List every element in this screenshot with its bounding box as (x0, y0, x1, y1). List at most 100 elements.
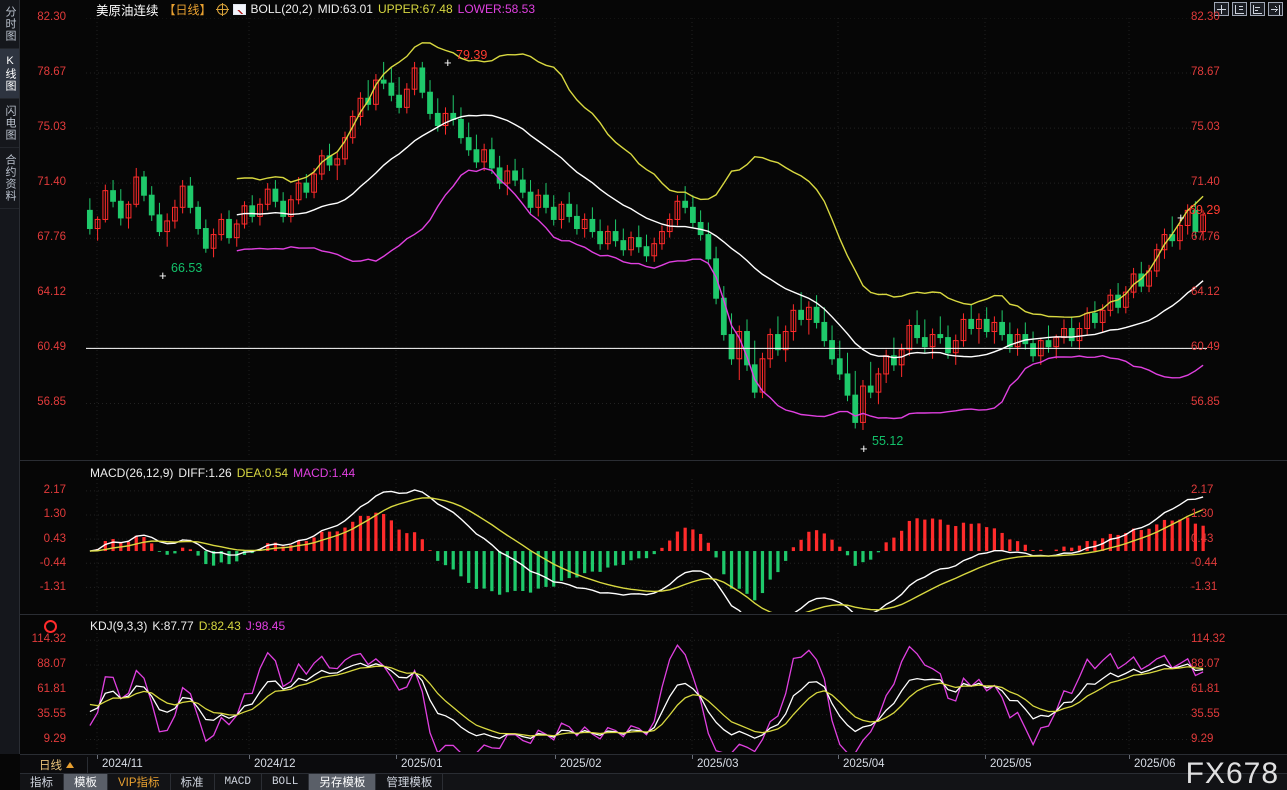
price-annotation: 79.39 (456, 48, 488, 62)
time-axis-label: 2025/06 (1134, 758, 1176, 770)
chart-indicator-icon[interactable] (232, 3, 246, 15)
macd-macd-value: MACD:1.44 (293, 466, 356, 480)
macd-diff-value: DIFF:1.26 (178, 466, 232, 480)
toolbar-button-BOLL[interactable]: BOLL (262, 774, 310, 790)
axis-tick-label: 75.03 (1191, 121, 1220, 134)
axis-tick-label: 9.29 (1191, 733, 1214, 746)
boll-mid-value: MID:63.01 (317, 2, 373, 16)
price-annotation: 66.53 (171, 261, 203, 275)
axis-tick-label: 1.30 (1191, 508, 1214, 521)
toolbar-button-另存模板[interactable]: 另存模板 (309, 774, 377, 790)
macd-dea-value: DEA:0.54 (236, 466, 289, 480)
align-left-icon[interactable] (1232, 2, 1247, 16)
time-axis-tick (249, 755, 250, 759)
toolbar-button-模板[interactable]: 模板 (64, 774, 108, 790)
time-axis-label: 2025/02 (560, 758, 602, 770)
kdj-plot-area[interactable] (86, 633, 1207, 752)
kdj-panel-header: KDJ(9,3,3) K:87.77 D:82.43 J:98.45 (90, 618, 285, 634)
sidebar-item-timeshare[interactable]: 分时图 (0, 0, 19, 49)
sun-settings-icon[interactable] (44, 620, 57, 633)
marker-cross-icon: + (159, 268, 167, 283)
kdj-j-value: J:98.45 (245, 619, 286, 633)
sidebar-item-contract-info[interactable]: 合约资料 (0, 148, 19, 209)
kdj-panel[interactable]: KDJ(9,3,3) K:87.77 D:82.43 J:98.45 114.3… (20, 614, 1287, 754)
boll-upper-value: UPPER:67.48 (377, 2, 453, 16)
axis-tick-label: 82.30 (1191, 11, 1220, 23)
axis-tick-label: -0.44 (39, 556, 66, 569)
toolbar-button-MACD[interactable]: MACD (215, 774, 262, 790)
axis-tick-label: 1.30 (43, 508, 66, 521)
rail-item-label: 合约资料 (4, 154, 16, 202)
left-view-rail[interactable]: 分时图 K线图闪电图合约资料 (0, 0, 20, 754)
axis-tick-label: 114.32 (1191, 633, 1226, 646)
fit-crosshair-icon[interactable] (1214, 2, 1229, 16)
toolbar-button-管理模板[interactable]: 管理模板 (376, 774, 444, 790)
kdj-title: KDJ(9,3,3) (90, 619, 148, 633)
time-axis-tick (838, 755, 839, 759)
marker-cross-icon: + (1177, 210, 1185, 225)
kdj-d-value: D:82.43 (198, 619, 241, 633)
axis-tick-label: 64.12 (37, 286, 66, 299)
time-axis-label: 2025/01 (401, 758, 443, 770)
axis-tick-label: 67.76 (37, 231, 66, 244)
price-panel[interactable]: 美原油连续 【日线】 BOLL(20,2) MID:63.01 UPPER:67… (20, 0, 1287, 460)
axis-tick-label: 71.40 (1191, 176, 1220, 189)
rail-item-label: 闪电图 (4, 105, 16, 141)
axis-tick-label: -1.31 (39, 581, 66, 594)
sidebar-item-kline[interactable]: K线图 (0, 49, 19, 99)
time-axis[interactable]: 日线 2024/11 2024/12 2025/01 2025/02 2025/03 20… (20, 754, 1287, 774)
watermark: FX678 (1185, 757, 1279, 790)
kdj-k-value: K:87.77 (152, 619, 194, 633)
price-annotation: 55.12 (872, 434, 904, 448)
time-axis-tick (97, 755, 98, 759)
toolbar-button-指标[interactable]: 指标 (20, 774, 64, 790)
time-axis-tick (692, 755, 693, 759)
toolbar-button-标准[interactable]: 标准 (171, 774, 215, 790)
axis-tick-label: 114.32 (31, 633, 66, 646)
time-axis-label: 2025/05 (990, 758, 1032, 770)
axis-tick-label: 9.29 (43, 733, 66, 746)
axis-tick-label: 61.81 (1191, 683, 1220, 696)
macd-plot-area[interactable] (86, 479, 1207, 612)
axis-tick-label: 78.67 (1191, 65, 1220, 78)
axis-tick-label: 56.85 (1191, 396, 1220, 409)
axis-tick-label: 64.12 (1191, 286, 1220, 299)
bottom-toolbar[interactable]: 指标 模板 VIP指标 标准 MACD BOLL 另存模板 管理模板 (20, 774, 1287, 790)
axis-tick-label: 35.55 (37, 708, 66, 721)
time-axis-tick (985, 755, 986, 759)
boll-lower-value: LOWER:58.53 (457, 2, 536, 16)
macd-panel[interactable]: MACD(26,12,9) DIFF:1.26 DEA:0.54 MACD:1.… (20, 460, 1287, 614)
axis-tick-label: 88.07 (1191, 658, 1220, 671)
macd-title: MACD(26,12,9) (90, 466, 174, 480)
axis-tick-label: 75.03 (37, 121, 66, 134)
time-axis-tick (555, 755, 556, 759)
price-plot-area[interactable] (86, 18, 1207, 458)
period-selector-label: 日线 (39, 760, 62, 772)
align-right-icon[interactable] (1250, 2, 1265, 16)
axis-tick-label: 88.07 (37, 658, 66, 671)
period-selector-button[interactable]: 日线 (26, 757, 88, 773)
axis-tick-label: 56.85 (37, 396, 66, 409)
pane-tool-buttons[interactable] (1214, 2, 1283, 16)
axis-tick-label: 0.43 (43, 532, 66, 545)
price-annotation: 69.29 (1189, 203, 1221, 217)
rail-item-label: 分时图 (4, 6, 16, 42)
crosshair-circle-icon[interactable] (215, 2, 229, 16)
axis-tick-label: 78.67 (37, 65, 66, 78)
exit-pane-icon[interactable] (1268, 2, 1283, 16)
symbol-title: 美原油连续 (96, 3, 159, 18)
toolbar-button-VIP指标[interactable]: VIP指标 (108, 774, 171, 790)
axis-tick-label: -1.31 (1191, 581, 1218, 594)
axis-tick-label: 35.55 (1191, 708, 1220, 721)
axis-tick-label: 67.76 (1191, 231, 1220, 244)
sidebar-item-lightning[interactable]: 闪电图 (0, 99, 19, 148)
axis-tick-label: 60.49 (37, 341, 66, 354)
rail-item-label: K线图 (4, 55, 16, 92)
axis-tick-label: -0.44 (1191, 556, 1218, 569)
time-axis-label: 2025/04 (843, 758, 885, 770)
marker-cross-icon: + (860, 441, 868, 456)
time-axis-label: 2025/03 (697, 758, 739, 770)
axis-tick-label: 2.17 (43, 484, 66, 496)
axis-tick-label: 0.43 (1191, 532, 1214, 545)
